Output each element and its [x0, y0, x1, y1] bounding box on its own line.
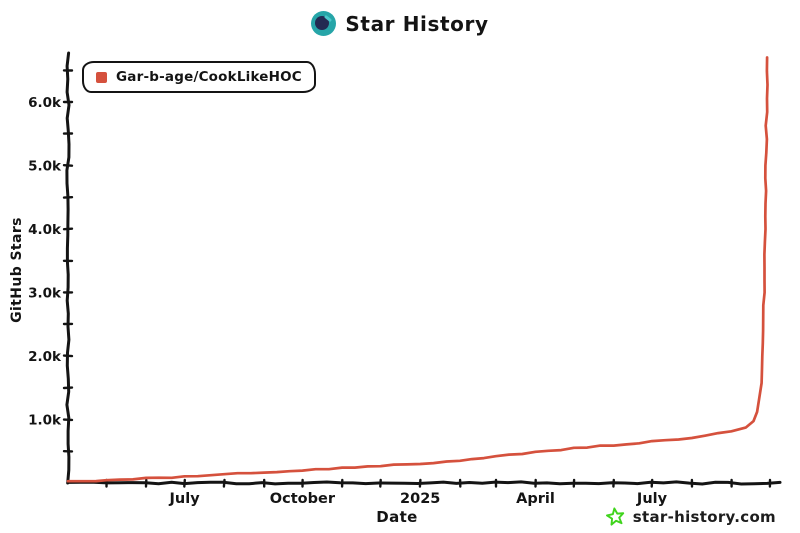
x-tick [222, 478, 226, 488]
legend: Gar-b-age/CookLikeHOC [82, 61, 316, 93]
x-tick [650, 478, 654, 488]
y-tick [62, 354, 74, 358]
x-tick [418, 478, 422, 488]
y-tick-label: 4.0k [28, 222, 62, 238]
star-history-logo-icon [311, 11, 337, 36]
page-header: Star History [0, 11, 800, 36]
x-axis-line [66, 480, 782, 486]
x-axis-title: Date [376, 508, 418, 526]
y-tick-label: 1.0k [28, 413, 62, 429]
watermark-text: star-history.com [632, 507, 776, 526]
legend-series-label: Gar-b-age/CookLikeHOC [116, 69, 302, 85]
y-tick-label: 2.0k [28, 349, 62, 365]
y-tick-label: 5.0k [28, 159, 62, 175]
page-title: Star History [345, 11, 489, 36]
y-tick-label: 3.0k [28, 286, 62, 302]
x-tick-label: July [169, 491, 201, 507]
y-axis-line [65, 51, 71, 485]
legend-marker [96, 71, 107, 83]
series-line [66, 56, 769, 483]
x-tick-label: July [636, 491, 668, 507]
x-tick-label: 2025 [400, 491, 440, 507]
y-tick [62, 164, 74, 167]
y-axis-title: GitHub Stars [9, 217, 25, 323]
y-tick-label: 6.0k [28, 95, 62, 111]
x-tick-label: October [270, 491, 336, 507]
x-tick [183, 478, 186, 488]
star-history-link[interactable]: star-history.com [605, 506, 776, 527]
x-tick-label: April [516, 491, 555, 507]
star-icon [605, 507, 624, 526]
y-tick [62, 227, 74, 231]
